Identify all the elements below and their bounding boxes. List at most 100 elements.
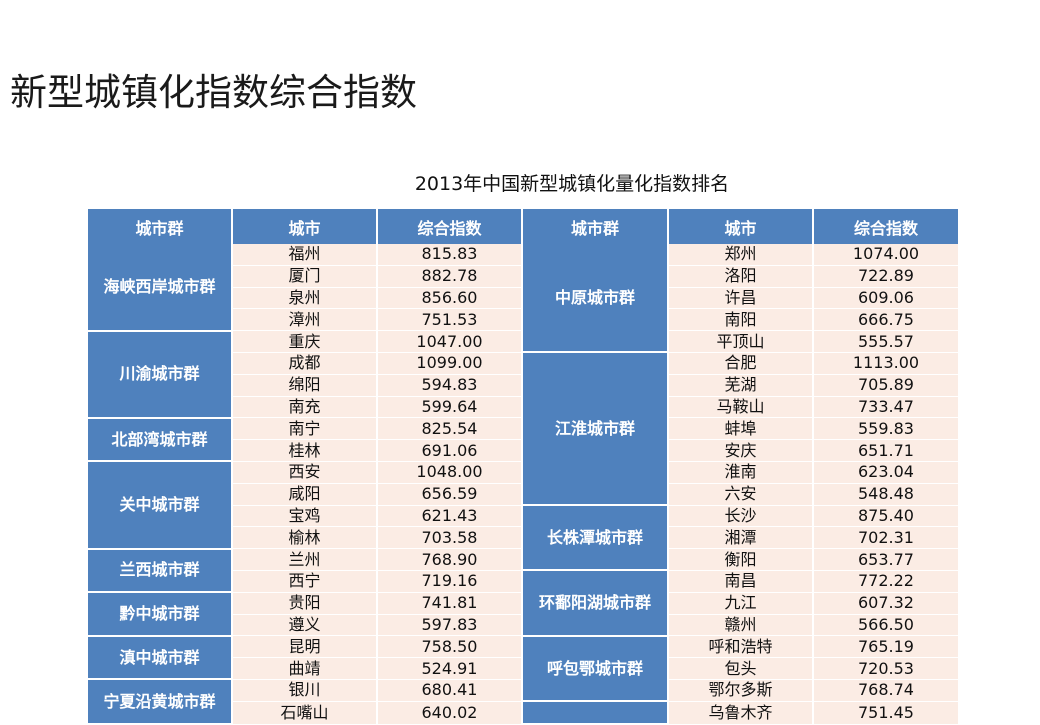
city-cell: 西宁 [231, 570, 378, 593]
index-value-cell: 705.89 [812, 374, 960, 397]
index-value-cell: 524.91 [376, 657, 523, 680]
index-value-cell: 722.89 [812, 265, 960, 288]
city-cell: 曲靖 [231, 657, 378, 680]
city-cell: 厦门 [231, 265, 378, 288]
city-cell: 咸阳 [231, 483, 378, 506]
table-row: 泉州 856.60 许昌 609.06 [87, 287, 960, 310]
table-row: 绵阳 594.83 芜湖 705.89 [87, 374, 960, 397]
cluster-name-cell: 呼包鄂城市群 [521, 635, 669, 703]
index-value-cell: 640.02 [376, 701, 523, 725]
city-cell: 绵阳 [231, 374, 378, 397]
city-cell: 安庆 [667, 439, 814, 462]
table-row: 北部湾城市群 南宁 825.54 蚌埠 559.83 [86, 417, 960, 463]
page-title: 新型城镇化指数综合指数 [10, 71, 417, 114]
index-value-cell: 733.47 [812, 396, 960, 419]
table-row: 榆林 703.58 湘潭 702.31 [87, 526, 960, 550]
index-value-cell: 703.58 [376, 526, 523, 550]
table-row: 曲靖 524.91 包头 720.53 [87, 657, 960, 680]
city-cell: 石嘴山 [231, 701, 378, 725]
index-value-cell: 751.53 [376, 308, 523, 332]
cluster-name-cell: 黔中城市群 [86, 592, 233, 637]
index-value-cell: 765.19 [812, 635, 960, 659]
cluster-name-cell: 滇中城市群 [86, 635, 233, 681]
table-row: 西宁 719.16 环鄱阳湖城市群 南昌 772.22 [87, 570, 960, 637]
header-cluster-left: 城市群 [86, 209, 233, 244]
city-cell: 长沙 [667, 505, 814, 528]
table-row: 遵义 597.83 赣州 566.50 [87, 614, 960, 637]
city-cell: 洛阳 [667, 265, 814, 288]
index-value-cell: 691.06 [376, 439, 523, 462]
index-value-cell: 815.83 [376, 244, 523, 266]
city-cell: 南充 [231, 396, 378, 419]
index-value-cell: 825.54 [376, 417, 523, 441]
table-row: 川渝城市群 重庆 1047.00 平顶山 555.57 [86, 330, 960, 419]
city-cell: 蚌埠 [667, 417, 814, 441]
table-body: 海峡西岸城市群 福州 815.83 中原城市群 郑州 1074.00 厦门 882.78 洛阳 7… [86, 244, 960, 725]
index-value-cell: 680.41 [376, 679, 523, 702]
index-value-cell: 702.31 [812, 526, 960, 550]
table-row: 桂林 691.06 安庆 651.71 [87, 439, 960, 462]
city-cell: 九江 [667, 592, 814, 615]
city-cell: 泉州 [231, 287, 378, 310]
table-row: 滇中城市群 昆明 758.50 呼包鄂城市群 呼和浩特 765.19 [86, 635, 960, 703]
header-index-right: 综合指数 [812, 209, 960, 244]
table-row: 关中城市群 西安 1048.00 淮南 623.04 [86, 461, 960, 550]
table-row: 兰西城市群 兰州 768.90 衡阳 653.77 [86, 548, 960, 594]
cluster-name-cell: 中原城市群 [521, 244, 669, 354]
index-value-cell: 875.40 [812, 505, 960, 528]
header-cluster-right: 城市群 [521, 209, 669, 244]
city-cell: 银川 [231, 679, 378, 702]
index-value-cell: 719.16 [376, 570, 523, 593]
ranking-table: 城市群 城市 综合指数 城市群 城市 综合指数 海峡西岸城市群 福州 815.83 中… [86, 209, 960, 725]
cluster-name-cell: 关中城市群 [86, 461, 233, 550]
index-value-cell: 559.83 [812, 417, 960, 441]
table-row: 漳州 751.53 南阳 666.75 [87, 308, 960, 332]
index-value-cell: 772.22 [812, 570, 960, 593]
city-cell: 昆明 [231, 635, 378, 659]
city-cell: 乌鲁木齐 [667, 701, 814, 725]
city-cell: 南宁 [231, 417, 378, 441]
index-value-cell: 656.59 [376, 483, 523, 506]
header-city-left: 城市 [231, 209, 378, 244]
table-row: 咸阳 656.59 六安 548.48 [87, 483, 960, 506]
index-value-cell: 758.50 [376, 635, 523, 659]
cluster-name-cell [521, 701, 669, 725]
index-value-cell: 621.43 [376, 505, 523, 528]
city-cell: 成都 [231, 352, 378, 375]
table-row: 石嘴山 640.02 乌鲁木齐 751.45 [87, 701, 960, 725]
cluster-name-cell: 川渝城市群 [86, 330, 233, 419]
header-row: 城市群 城市 综合指数 城市群 城市 综合指数 [86, 209, 960, 244]
city-cell: 六安 [667, 483, 814, 506]
city-cell: 马鞍山 [667, 396, 814, 419]
index-value-cell: 1113.00 [812, 352, 960, 375]
index-value-cell: 653.77 [812, 548, 960, 571]
cluster-name-cell: 宁夏沿黄城市群 [86, 679, 233, 725]
city-cell: 桂林 [231, 439, 378, 462]
index-value-cell: 599.64 [376, 396, 523, 419]
city-cell: 淮南 [667, 461, 814, 484]
index-value-cell: 597.83 [376, 614, 523, 637]
cluster-name-cell: 环鄱阳湖城市群 [521, 570, 669, 637]
cluster-name-cell: 海峡西岸城市群 [86, 244, 233, 332]
city-cell: 漳州 [231, 308, 378, 332]
city-cell: 许昌 [667, 287, 814, 310]
index-value-cell: 607.32 [812, 592, 960, 615]
header-city-right: 城市 [667, 209, 814, 244]
table-row: 宁夏沿黄城市群 银川 680.41 鄂尔多斯 768.74 [86, 679, 960, 725]
index-value-cell: 1048.00 [376, 461, 523, 484]
city-cell: 南昌 [667, 570, 814, 593]
city-cell: 赣州 [667, 614, 814, 637]
cluster-name-cell: 江淮城市群 [521, 352, 669, 507]
index-value-cell: 768.90 [376, 548, 523, 571]
index-value-cell: 566.50 [812, 614, 960, 637]
index-value-cell: 594.83 [376, 374, 523, 397]
table-row: 海峡西岸城市群 福州 815.83 中原城市群 郑州 1074.00 [86, 244, 960, 354]
city-cell: 湘潭 [667, 526, 814, 550]
city-cell: 芜湖 [667, 374, 814, 397]
city-cell: 遵义 [231, 614, 378, 637]
city-cell: 榆林 [231, 526, 378, 550]
city-cell: 西安 [231, 461, 378, 484]
city-cell: 南阳 [667, 308, 814, 332]
index-value-cell: 882.78 [376, 265, 523, 288]
index-value-cell: 720.53 [812, 657, 960, 680]
